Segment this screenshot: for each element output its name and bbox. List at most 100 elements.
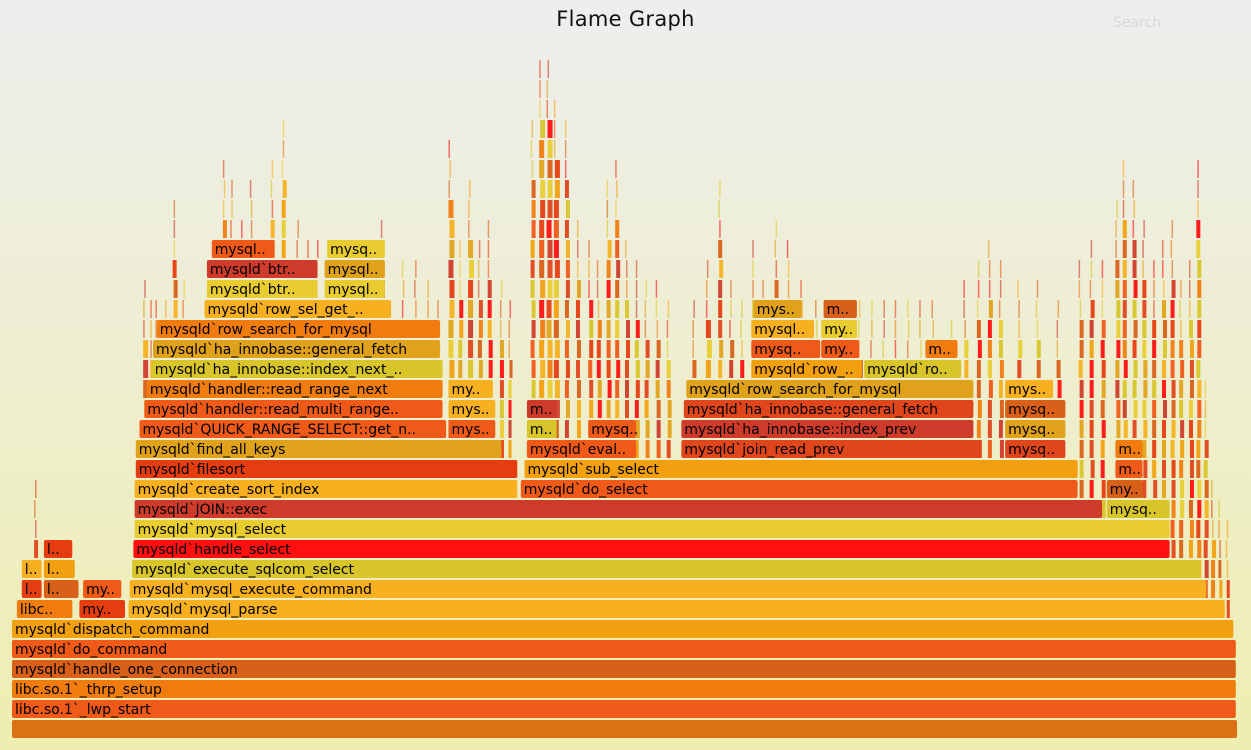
flame-frame-small[interactable] <box>547 60 550 78</box>
flame-frame-small[interactable] <box>931 300 934 318</box>
flame-frame-small[interactable] <box>539 240 545 258</box>
flame-frame-small[interactable] <box>1218 500 1220 518</box>
flame-frame-small[interactable] <box>317 240 319 258</box>
flame-frame-small[interactable] <box>1197 340 1202 358</box>
flame-frame-small[interactable] <box>615 300 620 318</box>
flame-frame-small[interactable] <box>547 260 553 278</box>
flame-frame-small[interactable] <box>34 500 36 518</box>
flame-frame-small[interactable] <box>547 180 553 198</box>
flame-frame-small[interactable] <box>615 220 620 238</box>
flame-frame-small[interactable] <box>531 380 536 398</box>
flame-frame-small[interactable] <box>1218 560 1222 578</box>
flame-frame-small[interactable] <box>1188 500 1193 518</box>
flame-frame-small[interactable] <box>172 260 177 278</box>
flame-frame-small[interactable] <box>976 380 981 398</box>
flame-frame-small[interactable] <box>1170 320 1175 338</box>
flame-frame-small[interactable] <box>988 260 991 278</box>
flame-frame-small[interactable] <box>531 180 536 198</box>
flame-frame-small[interactable] <box>606 260 611 278</box>
flame-frame-small[interactable] <box>1123 360 1128 378</box>
flame-frame-small[interactable] <box>998 320 1003 338</box>
flame-frame-small[interactable] <box>553 140 556 158</box>
flame-frame-small[interactable] <box>1204 480 1209 498</box>
flame-frame-small[interactable] <box>740 320 742 338</box>
flame-frame-small[interactable] <box>165 300 167 318</box>
flame-frame-small[interactable] <box>477 280 480 298</box>
flame-frame-small[interactable] <box>1152 380 1157 398</box>
flame-frame[interactable] <box>751 340 821 358</box>
flame-frame[interactable] <box>327 240 385 258</box>
flame-frame-small[interactable] <box>564 160 567 178</box>
flame-frame-small[interactable] <box>1089 360 1094 378</box>
flame-frame-small[interactable] <box>718 320 723 338</box>
flame-frame-small[interactable] <box>155 300 157 318</box>
flame-frame-small[interactable] <box>296 240 298 258</box>
flame-frame-small[interactable] <box>589 380 594 398</box>
flame-frame-small[interactable] <box>1101 360 1106 378</box>
flame-frame-small[interactable] <box>1162 320 1167 338</box>
flame-frame-small[interactable] <box>1170 240 1173 258</box>
flame-frame-small[interactable] <box>625 400 629 418</box>
flame-frame-small[interactable] <box>546 300 552 318</box>
flame-frame-small[interactable] <box>1142 300 1147 318</box>
flame-frame-small[interactable] <box>666 340 669 358</box>
flame-frame-small[interactable] <box>539 80 541 98</box>
flame-frame-small[interactable] <box>531 320 536 338</box>
flame-frame-small[interactable] <box>1170 340 1175 358</box>
flame-frame-small[interactable] <box>606 200 609 218</box>
flame-frame-small[interactable] <box>547 200 553 218</box>
flame-frame-small[interactable] <box>487 220 490 238</box>
flame-frame-small[interactable] <box>155 320 157 338</box>
flame-frame-small[interactable] <box>1218 520 1220 538</box>
flame-frame-small[interactable] <box>787 260 790 278</box>
flame-frame-small[interactable] <box>1116 400 1121 418</box>
flame-frame-small[interactable] <box>977 340 982 358</box>
flame-frame-small[interactable] <box>1122 160 1125 178</box>
flame-frame-small[interactable] <box>626 260 628 278</box>
flame-frame-small[interactable] <box>615 200 617 218</box>
flame-frame-small[interactable] <box>597 400 602 418</box>
flame-frame-small[interactable] <box>1197 260 1202 278</box>
flame-frame-small[interactable] <box>565 320 570 338</box>
flame-frame-small[interactable] <box>1180 360 1185 378</box>
flame-frame-small[interactable] <box>282 140 285 158</box>
flame-frame-small[interactable] <box>977 280 980 298</box>
flame-frame-small[interactable] <box>907 320 910 338</box>
flame-frame[interactable] <box>43 540 73 558</box>
flame-frame-small[interactable] <box>635 380 640 398</box>
flame-frame-small[interactable] <box>634 340 639 358</box>
flame-frame-small[interactable] <box>499 360 504 378</box>
flame-frame-small[interactable] <box>1179 520 1184 538</box>
flame-frame-small[interactable] <box>906 340 909 358</box>
flame-frame-small[interactable] <box>597 300 600 318</box>
flame-frame-small[interactable] <box>508 400 512 418</box>
flame-frame-small[interactable] <box>718 200 720 218</box>
flame-frame-small[interactable] <box>1089 340 1094 358</box>
flame-frame-small[interactable] <box>576 240 579 258</box>
flame-frame-small[interactable] <box>539 160 545 178</box>
flame-frame-small[interactable] <box>547 140 553 158</box>
flame-frame[interactable] <box>751 320 815 338</box>
flame-frame-small[interactable] <box>625 360 629 378</box>
flame-frame-small[interactable] <box>530 140 533 158</box>
flame-frame-small[interactable] <box>553 300 559 318</box>
flame-frame-small[interactable] <box>596 360 601 378</box>
flame-frame[interactable] <box>151 360 443 378</box>
flame-frame-small[interactable] <box>919 320 921 338</box>
flame-frame-small[interactable] <box>499 300 502 318</box>
flame-frame-small[interactable] <box>719 220 721 238</box>
flame-frame-small[interactable] <box>1203 540 1208 558</box>
flame-frame-small[interactable] <box>530 280 535 298</box>
flame-frame-small[interactable] <box>635 260 638 278</box>
flame-frame-small[interactable] <box>656 340 661 358</box>
flame-frame[interactable] <box>43 560 75 578</box>
flame-frame-small[interactable] <box>459 280 461 298</box>
flame-frame-small[interactable] <box>1133 200 1136 218</box>
flame-frame-small[interactable] <box>1057 380 1062 398</box>
flame-frame-small[interactable] <box>575 300 580 318</box>
flame-frame-small[interactable] <box>774 280 779 298</box>
flame-frame-small[interactable] <box>729 360 734 378</box>
flame-frame[interactable] <box>12 620 1234 638</box>
flame-frame-small[interactable] <box>427 280 429 298</box>
flame-frame-small[interactable] <box>1219 580 1223 598</box>
